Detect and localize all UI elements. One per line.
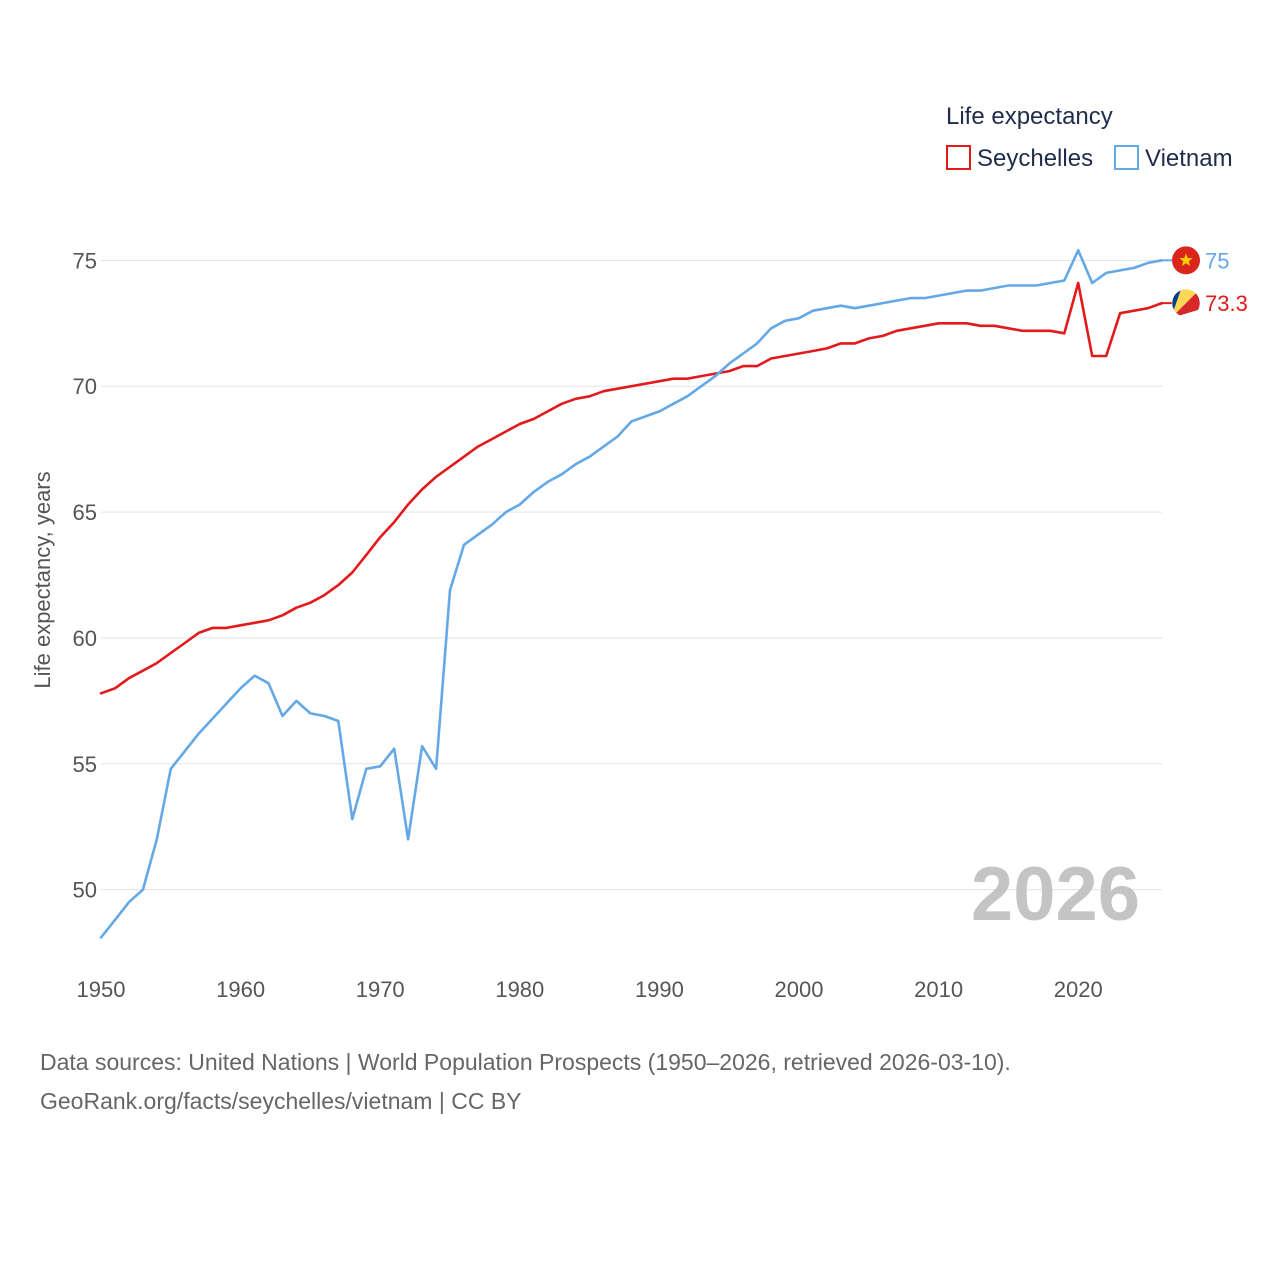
x-tick-label-1960: 1960 <box>216 977 265 1002</box>
current-year-label: 2026 <box>971 852 1140 937</box>
end-value-label-seychelles: 73.3 <box>1205 291 1248 316</box>
legend-swatch-seychelles <box>946 145 971 170</box>
x-tick-label-1980: 1980 <box>495 977 544 1002</box>
gridlines <box>101 259 1162 891</box>
flag-outline <box>1171 288 1201 318</box>
y-axis-title: Life expectancy, years <box>30 471 55 688</box>
legend-label-vietnam: Vietnam <box>1145 145 1233 172</box>
legend-item-vietnam[interactable]: Vietnam <box>1114 145 1233 172</box>
x-tick-label-1970: 1970 <box>356 977 405 1002</box>
data-source-footer: Data sources: United Nations | World Pop… <box>40 1043 1240 1121</box>
y-axis-tick-labels: 50 55 60 65 70 75 <box>73 248 97 902</box>
legend-title: Life expectancy <box>946 103 1113 130</box>
star-icon <box>1179 253 1193 267</box>
attribution-line: GeoRank.org/facts/seychelles/vietnam | C… <box>40 1088 522 1114</box>
x-axis-tick-labels: 1950 1960 1970 1980 1990 2000 2010 2020 <box>77 977 1103 1002</box>
flag-ray-green <box>1172 315 1200 318</box>
flag-rays <box>1172 289 1200 318</box>
source-line: Data sources: United Nations | World Pop… <box>40 1049 1011 1075</box>
series-end-markers: 73.3 75 <box>1162 246 1248 318</box>
y-tick-label-70: 70 <box>73 374 97 399</box>
series-lines <box>99 249 1164 939</box>
series-line-seychelles <box>99 281 1164 695</box>
legend-item-seychelles[interactable]: Seychelles <box>946 145 1093 172</box>
x-tick-label-2020: 2020 <box>1054 977 1103 1002</box>
x-tick-label-2000: 2000 <box>775 977 824 1002</box>
flag-ray-white <box>1172 306 1200 318</box>
legend-label-seychelles: Seychelles <box>977 145 1093 172</box>
series-line-vietnam <box>99 249 1164 939</box>
y-tick-label-50: 50 <box>73 878 97 903</box>
vietnam-flag <box>1172 246 1200 275</box>
y-tick-label-65: 65 <box>73 500 97 525</box>
end-value-label-vietnam: 75 <box>1205 248 1229 273</box>
x-tick-label-1990: 1990 <box>635 977 684 1002</box>
legend: Life expectancy Seychelles Vietnam <box>946 103 1233 172</box>
x-tick-label-1950: 1950 <box>77 977 126 1002</box>
x-tick-label-2010: 2010 <box>914 977 963 1002</box>
seychelles-flag <box>1171 288 1201 318</box>
y-tick-label-55: 55 <box>73 752 97 777</box>
y-tick-label-75: 75 <box>73 248 97 273</box>
legend-swatch-vietnam <box>1114 145 1139 170</box>
flag-ray-red <box>1172 289 1200 318</box>
y-tick-label-60: 60 <box>73 626 97 651</box>
